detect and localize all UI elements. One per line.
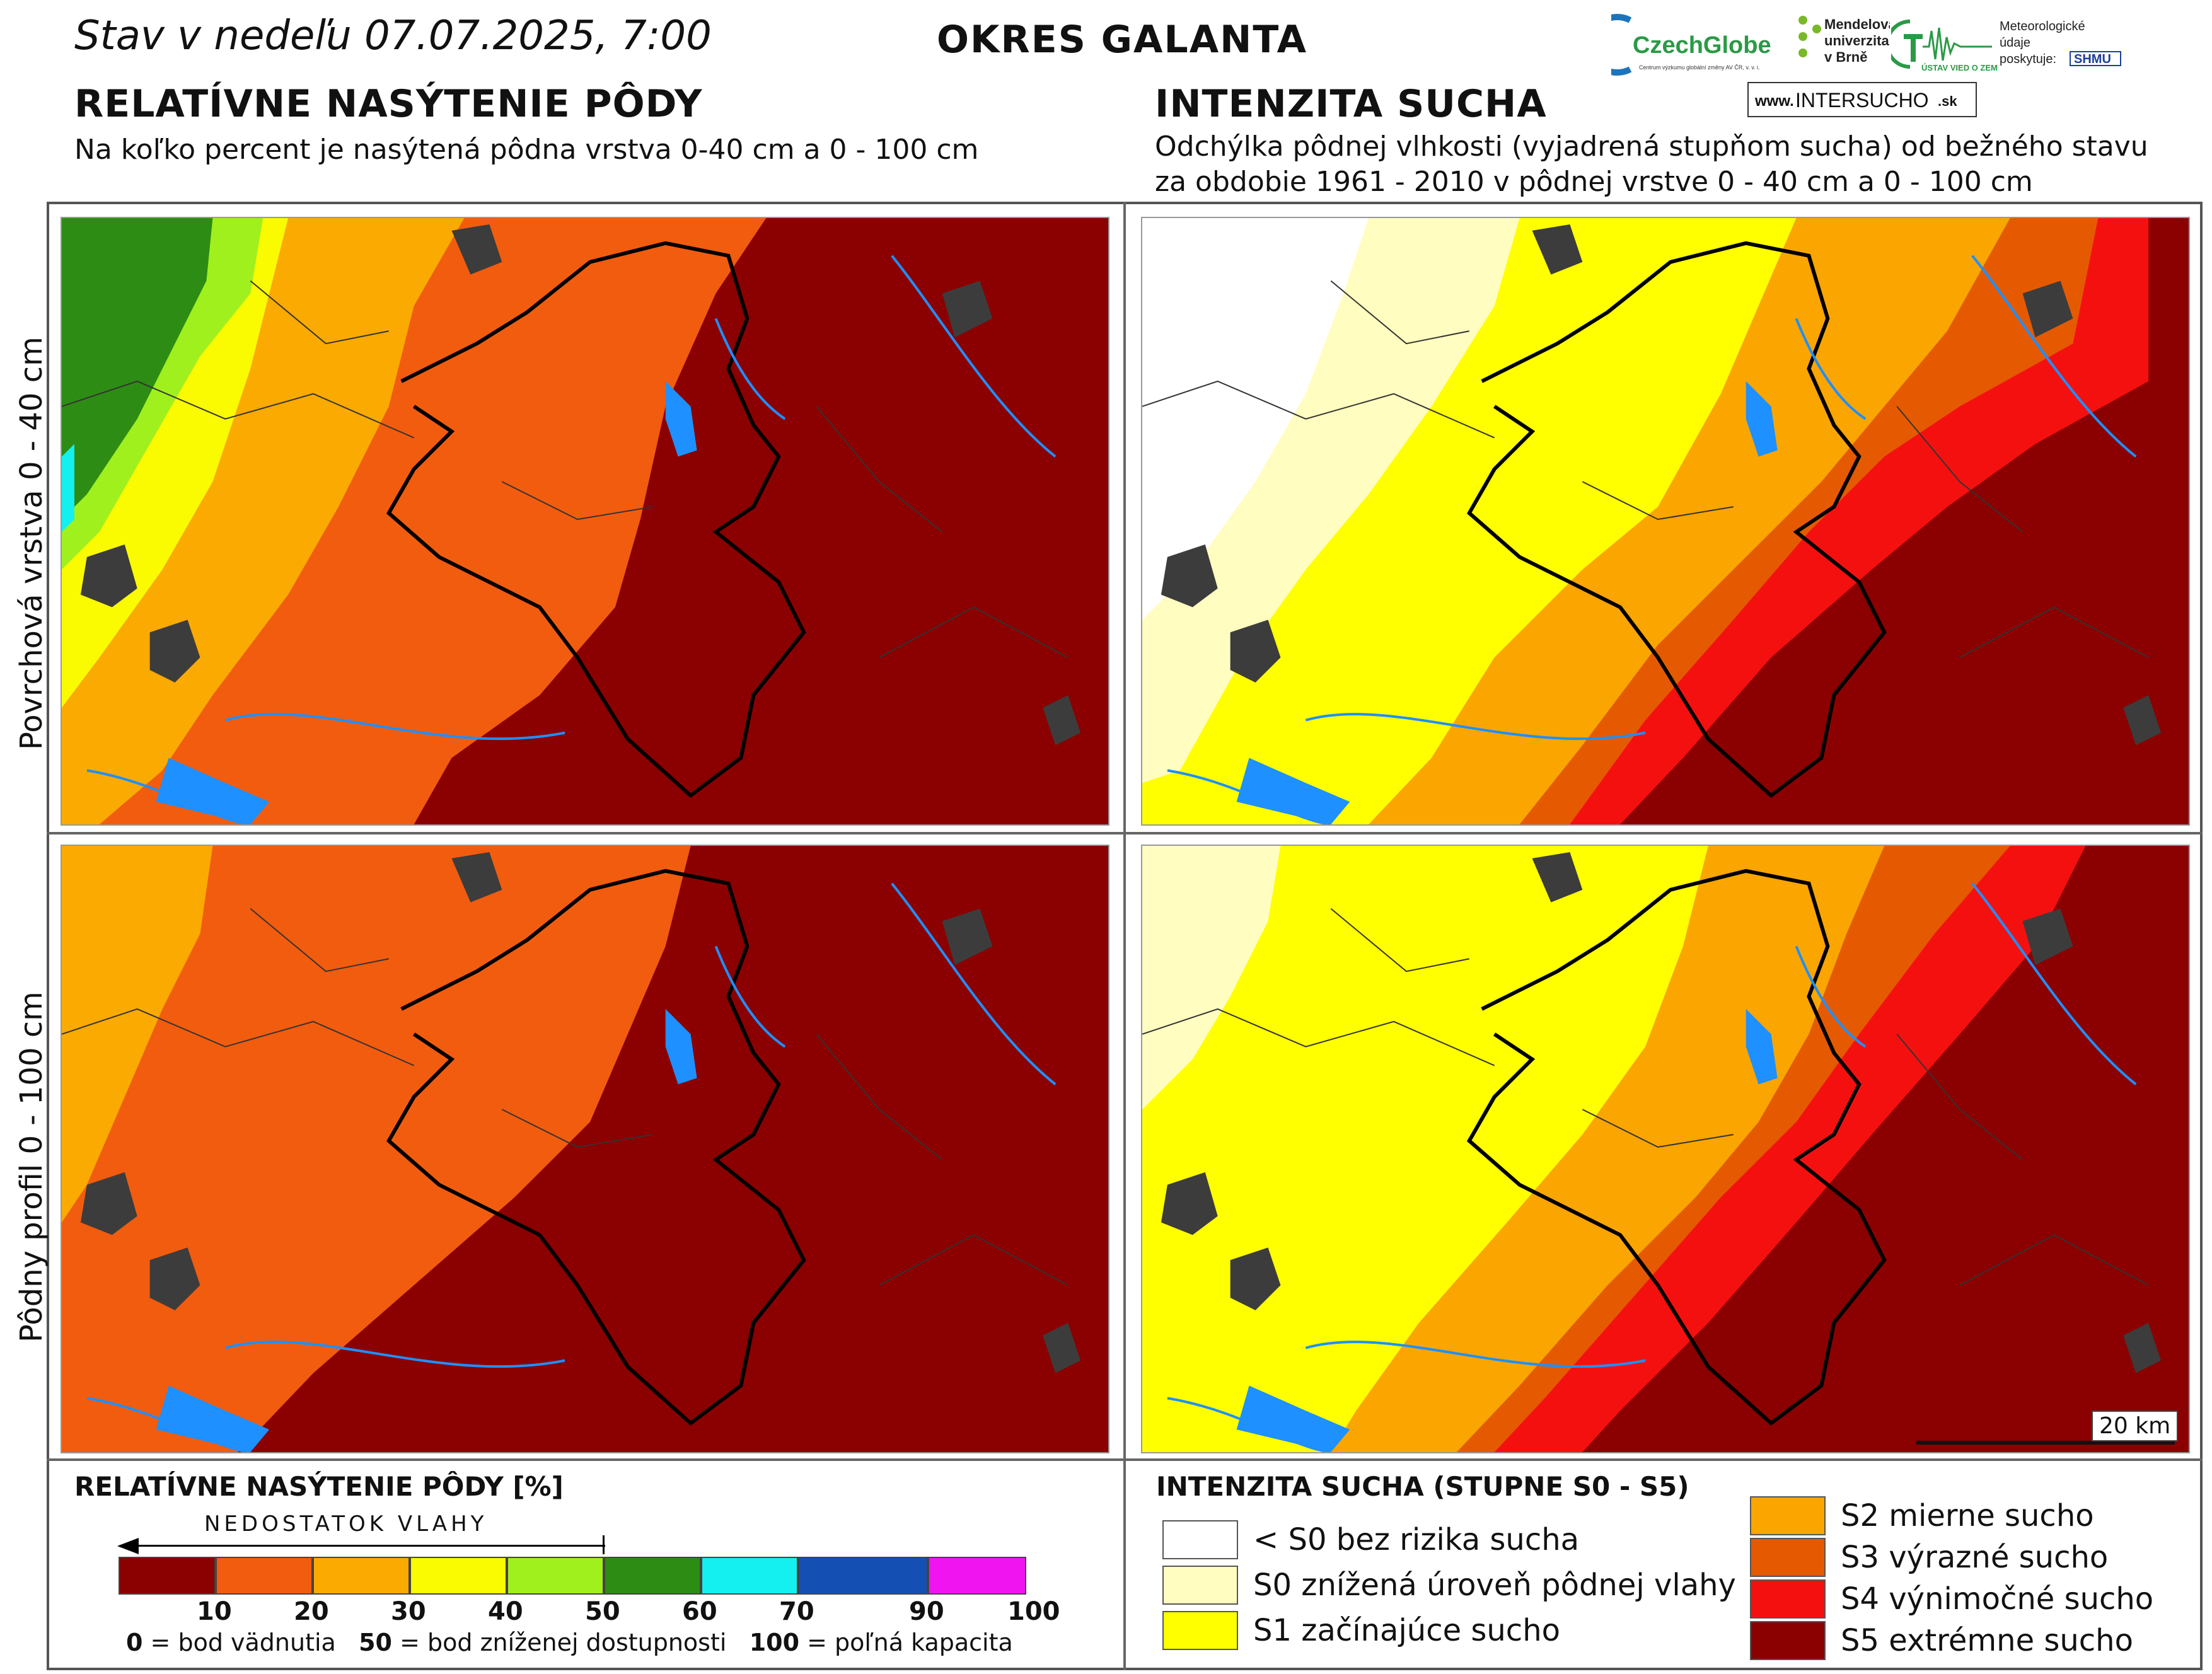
- drought-legend-swatch: [1162, 1611, 1238, 1650]
- svg-text:INTERSUCHO: INTERSUCHO: [1795, 89, 1929, 112]
- row-label-top: Povrchová vrstva 0 - 40 cm: [14, 337, 49, 750]
- arrow-head-icon: [117, 1538, 139, 1554]
- drought-legend-swatch: [1162, 1520, 1238, 1559]
- czechglobe-logo: CzechGlobe Centrum výzkumu globální změn…: [1586, 11, 1794, 77]
- shmu-logo-text: SHMU: [2074, 52, 2111, 66]
- colorbar-bin: [119, 1557, 216, 1595]
- drought-legend-label: S2 mierne sucho: [1841, 1498, 2094, 1533]
- legend-divider: [47, 1458, 2203, 1461]
- colorbar-tick-label: 90: [909, 1597, 944, 1626]
- drought-legend-swatch: [1750, 1621, 1826, 1660]
- scale-bar-label: 20 km: [2092, 1411, 2179, 1441]
- colorbar-tick-label: 20: [294, 1597, 329, 1626]
- map-drought-0-40cm: [1141, 217, 2190, 826]
- svg-text:Meteorologické: Meteorologické: [2000, 20, 2085, 33]
- drought-legend-label: S0 znížená úroveň pôdnej vlahy: [1253, 1567, 1736, 1603]
- svg-text:Mendelova: Mendelova: [1824, 16, 1890, 32]
- colorbar-tick-label: 30: [391, 1597, 426, 1626]
- colorbar-tick-label: 50: [585, 1597, 620, 1626]
- colorbar-bin: [410, 1557, 507, 1595]
- status-prefix: Stav v nedeľu: [74, 13, 352, 59]
- drought-legend-label: S3 výrazné sucho: [1841, 1540, 2109, 1575]
- colorbar-tick-label: 40: [488, 1597, 523, 1626]
- svg-text:údaje: údaje: [2000, 36, 2030, 50]
- drought-legend-swatch: [1750, 1579, 1826, 1619]
- drought-legend-title: INTENZITA SUCHA (STUPNE S0 - S5): [1156, 1471, 1689, 1502]
- drought-legend-label: < S0 bez rizika sucha: [1253, 1522, 1580, 1557]
- colorbar-bin: [313, 1557, 410, 1595]
- moisture-deficit-arrow: [120, 1545, 605, 1547]
- colorbar-bin: [928, 1557, 1026, 1595]
- shmu-credit: Meteorologické údaje poskytuje: SHMU: [2000, 16, 2126, 79]
- mendel-logo: Mendelova univerzita v Brně: [1795, 13, 1896, 78]
- drought-legend-label: S4 výnimočné sucho: [1841, 1581, 2154, 1617]
- saturation-colorbar: [119, 1557, 1026, 1595]
- center-divider: [1123, 202, 1126, 1670]
- drought-legend-swatch: [1750, 1538, 1826, 1577]
- drought-legend-item: S0 znížená úroveň pôdnej vlahy: [1162, 1566, 1736, 1605]
- saturation-legend-title: RELATÍVNE NASÝTENIE PÔDY [%]: [74, 1471, 564, 1502]
- svg-text:.sk: .sk: [1938, 93, 1957, 109]
- drought-legend-swatch: [1162, 1566, 1238, 1605]
- drought-legend-item: S3 výrazné sucho: [1750, 1538, 2108, 1577]
- drought-legend-item: S4 výnimočné sucho: [1750, 1579, 2153, 1619]
- colorbar-tick-label: 70: [779, 1597, 814, 1626]
- map-saturation-0-100cm: [61, 845, 1109, 1453]
- right-section-subtitle-2: za obdobie 1961 - 2010 v pôdnej vrstve 0…: [1155, 166, 2033, 198]
- ustav-vied-o-zemi-logo: ÚSTAV VIED O ZEMI: [1885, 15, 2000, 78]
- intersucho-website[interactable]: www. INTERSUCHO .sk: [1747, 82, 1977, 117]
- czechglobe-logo-subtext: Centrum výzkumu globální změny AV ČR, v.…: [1639, 64, 1760, 71]
- district-title: OKRES GALANTA: [937, 18, 1308, 62]
- saturation-legend-note: 0 = bod vädnutia 50 = bod zníženej dostu…: [126, 1629, 1013, 1656]
- colorbar-bin: [604, 1557, 701, 1595]
- drought-legend-item: S1 začínajúce sucho: [1162, 1611, 1560, 1650]
- svg-text:ÚSTAV VIED O ZEMI: ÚSTAV VIED O ZEMI: [1921, 63, 1998, 72]
- drought-legend-label: S5 extrémne sucho: [1841, 1623, 2133, 1658]
- colorbar-bin: [701, 1557, 798, 1595]
- svg-text:www.: www.: [1754, 93, 1794, 110]
- map-drought-0-100cm: [1141, 845, 2190, 1453]
- colorbar-bin: [798, 1557, 928, 1595]
- colorbar-bin: [507, 1557, 604, 1595]
- colorbar-tick-label: 60: [682, 1597, 717, 1626]
- right-section-title: INTENZITA SUCHA: [1155, 82, 1547, 126]
- status-datetime: 07.07.2025, 7:00: [364, 13, 712, 59]
- scale-bar-line: [1916, 1441, 2175, 1445]
- middle-divider: [47, 832, 2203, 834]
- left-section-title: RELATÍVNE NASÝTENIE PÔDY: [74, 82, 703, 126]
- colorbar-tick-label: 100: [1007, 1597, 1060, 1626]
- colorbar-bin: [216, 1557, 313, 1595]
- saturation-colorbar-ticks: 10 20 30 40 50 60 70 90 100: [119, 1593, 1060, 1626]
- drought-legend-label: S1 začínajúce sucho: [1253, 1613, 1560, 1648]
- moisture-deficit-label: NEDOSTATOK VLAHY: [204, 1511, 488, 1537]
- drought-legend-item: < S0 bez rizika sucha: [1162, 1520, 1579, 1559]
- svg-text:v Brně: v Brně: [1824, 49, 1867, 65]
- drought-legend-item: S5 extrémne sucho: [1750, 1621, 2133, 1660]
- map-saturation-0-40cm: [61, 217, 1109, 826]
- drought-legend-item: S2 mierne sucho: [1750, 1496, 2094, 1535]
- colorbar-tick-label: 10: [197, 1597, 232, 1626]
- arrow-end-tick: [603, 1535, 605, 1554]
- drought-legend-swatch: [1750, 1496, 1826, 1535]
- czechglobe-logo-text: CzechGlobe: [1633, 32, 1771, 59]
- status-header: Stav v nedeľu 07.07.2025, 7:00: [74, 13, 712, 59]
- right-section-subtitle-1: Odchýlka pôdnej vlhkosti (vyjadrená stup…: [1155, 130, 2148, 163]
- left-section-subtitle: Na koľko percent je nasýtená pôdna vrstv…: [74, 134, 979, 166]
- row-label-bottom: Pôdny profil 0 - 100 cm: [14, 991, 49, 1342]
- svg-text:univerzita: univerzita: [1824, 33, 1889, 49]
- svg-text:poskytuje:: poskytuje:: [2000, 52, 2056, 66]
